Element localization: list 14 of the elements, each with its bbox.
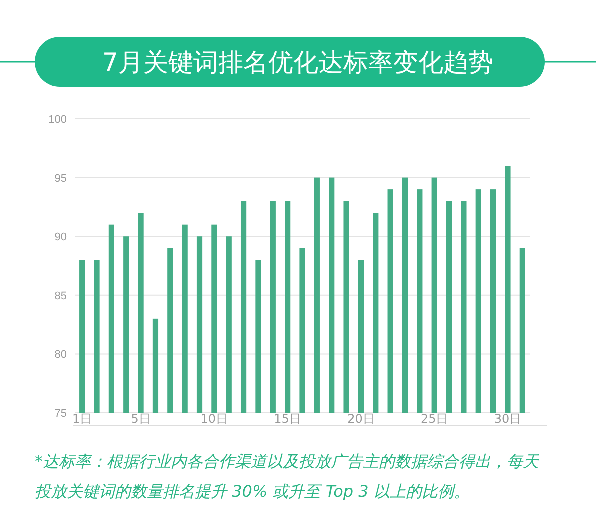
y-tick-label: 85 [54,290,67,302]
y-tick-label: 95 [54,172,67,185]
text: *达标率：根据行业内各合作渠道以及投放广告主的数据综合得出，每天投放关键词的数量排名提升 30% 或升至 Top 3 以上的比例。 [35,451,540,503]
y-tick-label: 100 [48,114,67,126]
x-tick-label: 5日 [131,412,151,426]
x-tick-label: 30日 [494,412,522,426]
x-tick-label: 1日 [72,412,92,426]
x-tick-label: 10日 [200,412,228,426]
y-tick-label: 75 [54,408,67,420]
x-tick-label: 15日 [274,412,302,426]
x-tick-label: 25日 [420,412,448,426]
x-tick-label: 20日 [348,412,375,426]
y-tick-label: 80 [54,349,67,362]
y-tick-label: 90 [54,232,67,244]
